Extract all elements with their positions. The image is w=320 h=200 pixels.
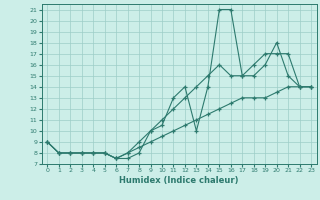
X-axis label: Humidex (Indice chaleur): Humidex (Indice chaleur) <box>119 176 239 185</box>
